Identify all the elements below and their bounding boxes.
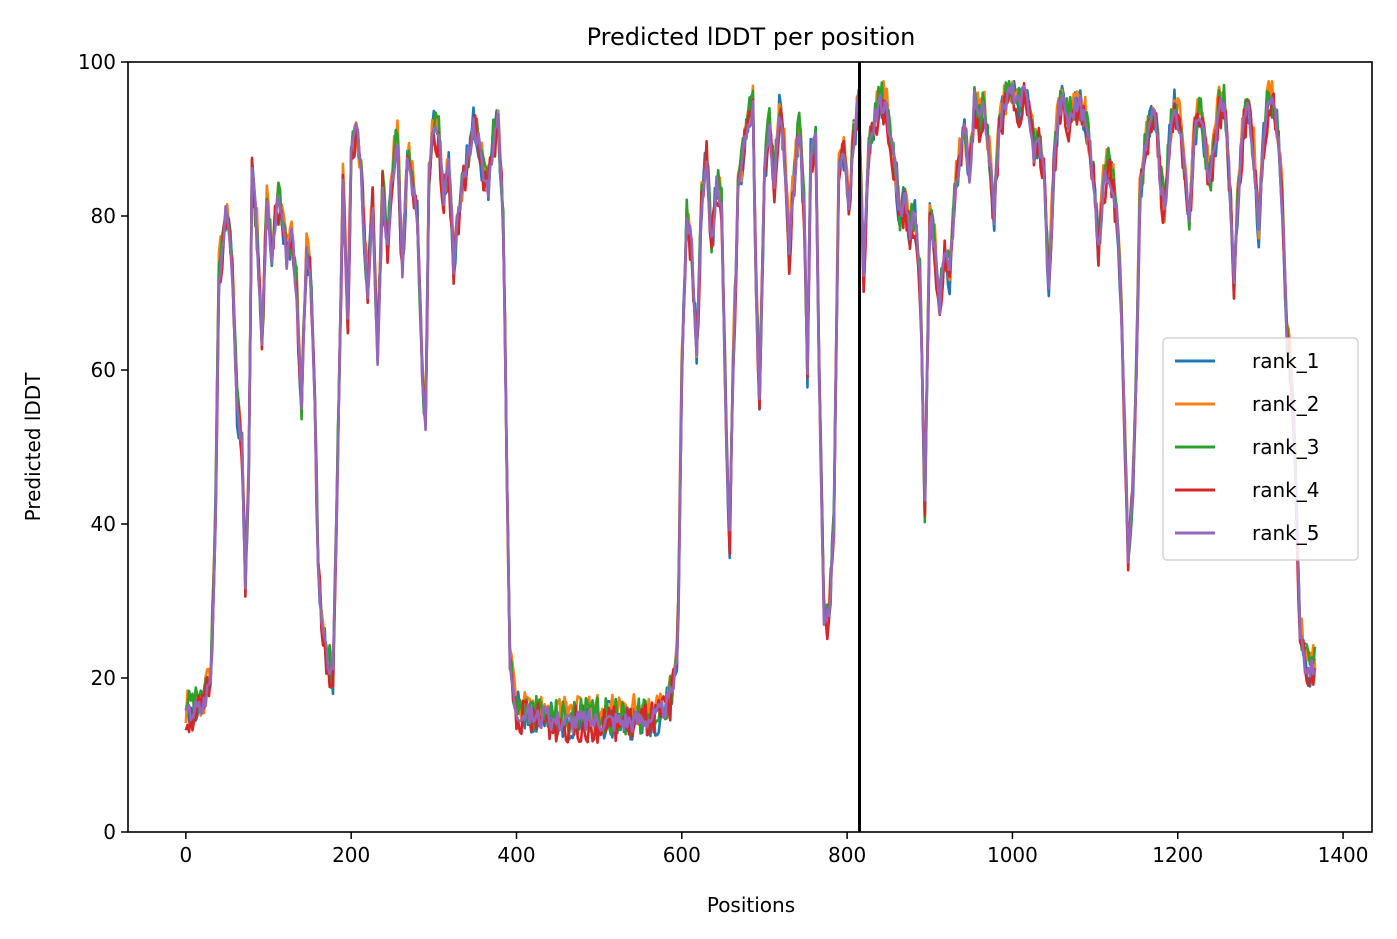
series-line-rank_5 bbox=[184, 82, 1317, 733]
y-tick-label: 0 bbox=[103, 820, 116, 844]
x-tick-label: 0 bbox=[179, 843, 192, 867]
x-axis-title: Positions bbox=[707, 893, 795, 917]
plot-frame bbox=[127, 61, 1373, 833]
y-tick-label: 40 bbox=[91, 512, 116, 536]
y-axis-ticks: 0 20 40 60 80 100 bbox=[78, 50, 128, 844]
x-tick-label: 200 bbox=[332, 843, 370, 867]
legend-box bbox=[1162, 337, 1359, 561]
y-tick-label: 100 bbox=[78, 50, 116, 74]
x-axis-ticks: 0 200 400 600 800 1000 1200 1400 bbox=[179, 832, 1369, 867]
legend-label-rank_4: rank_4 bbox=[1252, 478, 1319, 502]
legend-label-rank_2: rank_2 bbox=[1252, 392, 1319, 416]
legend-label-rank_3: rank_3 bbox=[1252, 435, 1319, 459]
x-tick-label: 1400 bbox=[1318, 843, 1369, 867]
series-line-rank_1 bbox=[184, 79, 1317, 741]
series-line-rank_4 bbox=[184, 81, 1317, 744]
plot-lines bbox=[184, 79, 1317, 744]
y-tick-label: 60 bbox=[91, 358, 116, 382]
x-tick-label: 400 bbox=[497, 843, 535, 867]
x-tick-label: 1000 bbox=[987, 843, 1038, 867]
legend-label-rank_1: rank_1 bbox=[1252, 349, 1319, 373]
x-tick-label: 800 bbox=[828, 843, 866, 867]
chart-title: Predicted lDDT per position bbox=[587, 23, 916, 51]
legend-label-rank_5: rank_5 bbox=[1252, 521, 1319, 545]
legend: rank_1 rank_2 rank_3 rank_4 rank_5 bbox=[1162, 337, 1359, 561]
y-axis-title: Predicted lDDT bbox=[21, 372, 45, 522]
series-line-rank_2 bbox=[184, 79, 1317, 733]
series-line-rank_3 bbox=[185, 79, 1317, 736]
x-tick-label: 1200 bbox=[1152, 843, 1203, 867]
y-tick-label: 20 bbox=[91, 666, 116, 690]
y-tick-label: 80 bbox=[91, 204, 116, 228]
x-tick-label: 600 bbox=[663, 843, 701, 867]
